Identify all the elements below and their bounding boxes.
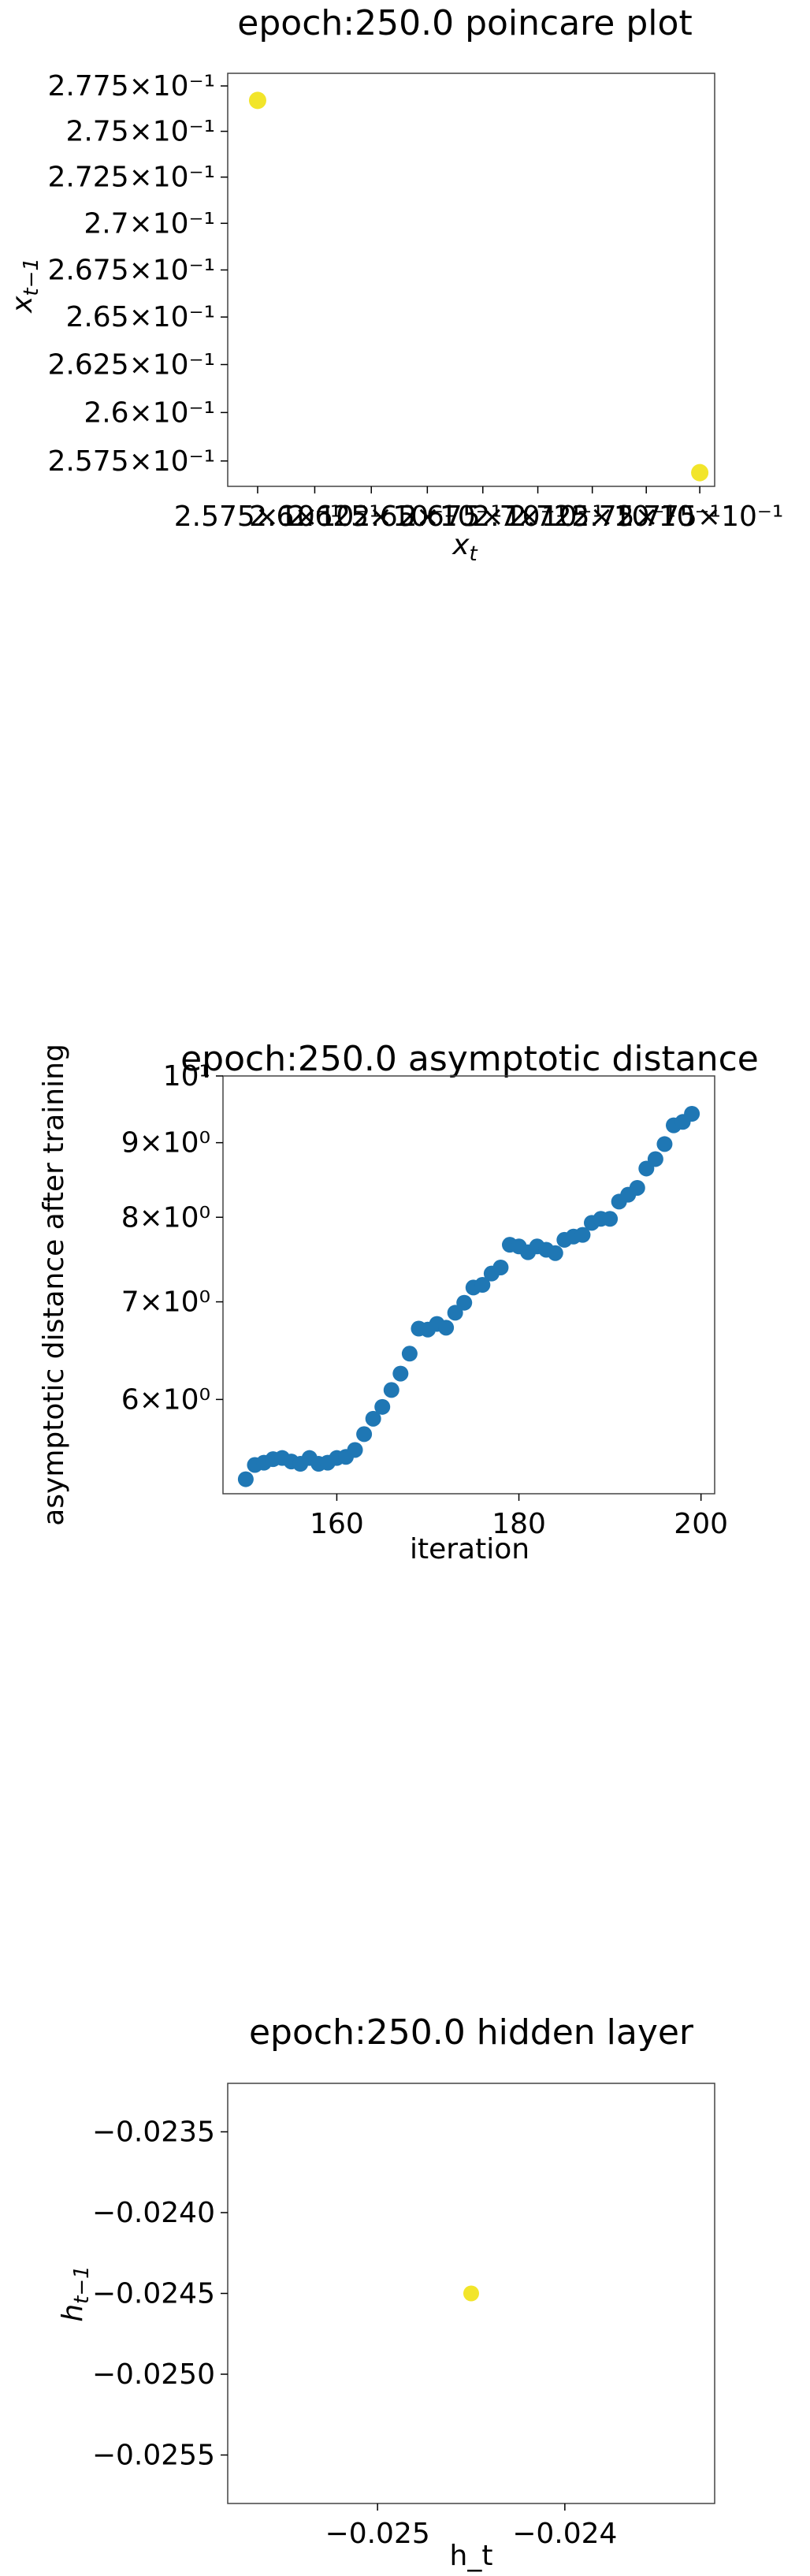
y-tick-label: 2.625×10⁻¹ xyxy=(48,348,215,381)
y-axis-ticks: 6×10⁰ 7×10⁰ 8×10⁰ 9×10⁰ 10¹ xyxy=(121,1060,223,1416)
y-axis-label: asymptotic distance after training xyxy=(38,1044,70,1526)
chart-poincare: epoch:250.0 poincare plot 2.575×10⁻¹2.6×… xyxy=(6,3,783,566)
y-tick-label: 8×10⁰ xyxy=(121,1201,210,1234)
x-tick-label: 2.65×10⁻¹ xyxy=(353,501,503,533)
y-tick-label: −0.0245 xyxy=(92,2278,215,2310)
data-point xyxy=(547,1245,563,1261)
y-tick-label: 2.775×10⁻¹ xyxy=(48,70,215,102)
x-axis-ticks: 160 180 200 xyxy=(310,1494,728,1540)
data-point xyxy=(356,1426,373,1442)
x-axis-label-main: x xyxy=(451,529,470,561)
x-tick-label: −0.025 xyxy=(325,2518,430,2550)
y-tick-label: 2.75×10⁻¹ xyxy=(65,116,215,148)
chart-title: epoch:250.0 asymptotic distance xyxy=(180,1039,759,1079)
x-tick-label: 2.7×10⁻¹ xyxy=(472,501,604,533)
data-point xyxy=(248,91,266,110)
x-tick-label: 2.625×10⁻¹ xyxy=(288,501,455,533)
y-tick-label: 2.7×10⁻¹ xyxy=(84,207,215,240)
y-tick-label: 2.65×10⁻¹ xyxy=(65,301,215,333)
data-point xyxy=(438,1320,455,1336)
y-tick-label: −0.0240 xyxy=(92,2197,215,2229)
data-point xyxy=(656,1136,673,1152)
y-tick-label: 2.6×10⁻¹ xyxy=(84,396,215,429)
x-tick-label: 2.6×10⁻¹ xyxy=(249,501,381,533)
data-point xyxy=(474,1277,491,1294)
y-axis-label-main: h xyxy=(57,2304,89,2322)
data-point xyxy=(691,463,709,482)
x-tick-label: 2.725×10⁻¹ xyxy=(508,501,675,533)
data-points xyxy=(237,1106,700,1487)
chart-asymptotic-distance: epoch:250.0 asymptotic distance 6×10⁰ 7×1… xyxy=(38,1039,759,1565)
x-tick-label: 2.775×10⁻¹ xyxy=(616,501,783,533)
data-point xyxy=(456,1294,473,1311)
x-tick-label: 2.675×10⁻¹ xyxy=(399,501,567,533)
plot-frame xyxy=(227,73,715,487)
data-points xyxy=(463,2285,479,2302)
y-tick-label: −0.0235 xyxy=(92,2116,215,2149)
x-tick-label: 2.575×10⁻¹ xyxy=(174,501,341,533)
y-tick-label: 10¹ xyxy=(163,1060,210,1093)
data-point xyxy=(447,1305,463,1321)
y-tick-label: 6×10⁰ xyxy=(121,1383,210,1416)
x-axis-ticks: 2.575×10⁻¹2.6×10⁻¹2.625×10⁻¹2.65×10⁻¹2.6… xyxy=(174,486,783,533)
data-point xyxy=(374,1398,391,1415)
y-tick-label: 2.725×10⁻¹ xyxy=(48,162,215,194)
data-point xyxy=(401,1346,418,1362)
chart-hidden-layer: epoch:250.0 hidden layer −0.0235−0.0240−… xyxy=(57,2012,715,2572)
x-tick-label: 180 xyxy=(492,1508,546,1540)
y-axis-label: ht−1 xyxy=(57,2265,94,2321)
y-tick-label: 7×10⁰ xyxy=(121,1286,210,1319)
data-point xyxy=(383,1382,399,1398)
data-point xyxy=(365,1410,381,1427)
y-axis-ticks: 2.575×10⁻¹ 2.6×10⁻¹ 2.625×10⁻¹ 2.65×10⁻¹ 2.6… xyxy=(48,70,228,478)
x-axis-label-sub: t xyxy=(470,542,478,566)
y-tick-label: 9×10⁰ xyxy=(121,1127,210,1160)
y-axis-label-sub: t−1 xyxy=(20,258,43,296)
y-axis-label: xt−1 xyxy=(6,258,43,314)
data-point xyxy=(602,1211,619,1227)
x-axis-label: iteration xyxy=(410,1533,529,1565)
y-tick-label: −0.0250 xyxy=(92,2358,215,2391)
chart-title: epoch:250.0 hidden layer xyxy=(249,2012,694,2053)
y-tick-label: −0.0255 xyxy=(92,2440,215,2472)
y-axis-label-main: x xyxy=(6,296,39,314)
data-point xyxy=(392,1365,409,1382)
y-axis-ticks: −0.0235 −0.0240 −0.0245 −0.0250 −0.0255 xyxy=(92,2116,228,2472)
y-tick-label: 2.675×10⁻¹ xyxy=(48,254,215,286)
x-tick-label: 2.75×10⁻¹ xyxy=(571,501,721,533)
x-axis-label: xt xyxy=(451,529,477,566)
data-point xyxy=(347,1442,363,1458)
data-points xyxy=(248,91,709,482)
data-point xyxy=(574,1227,591,1243)
data-point xyxy=(237,1471,254,1487)
data-point xyxy=(684,1106,700,1122)
data-point xyxy=(629,1179,645,1196)
chart-title: epoch:250.0 poincare plot xyxy=(237,3,692,43)
data-point xyxy=(647,1151,663,1167)
data-point xyxy=(492,1259,509,1275)
plot-frame xyxy=(222,1075,715,1495)
data-point xyxy=(463,2285,479,2302)
x-axis-ticks: −0.025 −0.024 xyxy=(325,2503,617,2550)
x-tick-label: 160 xyxy=(310,1508,364,1540)
x-tick-label: −0.024 xyxy=(512,2518,617,2550)
y-axis-label-sub: t−1 xyxy=(70,2265,94,2304)
y-tick-label: 2.575×10⁻¹ xyxy=(48,445,215,478)
x-axis-label: h_t xyxy=(450,2540,493,2572)
x-tick-label: 200 xyxy=(674,1508,728,1540)
